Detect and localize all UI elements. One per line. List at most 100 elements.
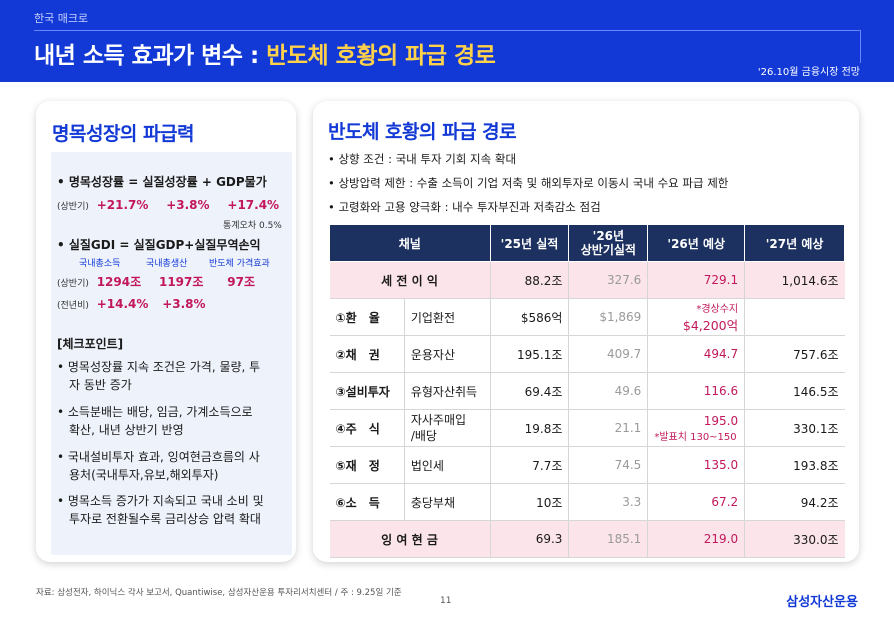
- header-category: 한국 매크로: [34, 12, 89, 25]
- cell: 3.3: [568, 483, 648, 521]
- table-row: ③설비투자 유형자산취득 69.4조 49.6 116.6 146.5조: [329, 372, 845, 410]
- cell-note: *발표치 130~150: [654, 431, 737, 443]
- cell: 135.0: [647, 446, 745, 484]
- cell: 195.0 *발표치 130~150: [647, 409, 745, 447]
- bullet-upside: • 상향 조건 : 국내 투자 기회 지속 확대: [328, 152, 517, 166]
- cell: 195.1조: [489, 335, 569, 373]
- row-item-line2: /배당: [410, 429, 437, 443]
- company-logo: 삼성자산운용: [786, 595, 858, 610]
- cell: 729.1: [647, 261, 745, 299]
- cell: 67.2: [647, 483, 745, 521]
- col-2026h1-line1: '26년: [592, 229, 625, 243]
- row-item: 기업환전: [403, 298, 491, 336]
- checkpoint-2-line1: • 소득분배는 배당, 임금, 가계소득으로: [57, 405, 253, 419]
- table-row: ①환 율 기업환전 $586억 $1,869 *경상수지 $4,200억: [329, 298, 845, 336]
- cell: 69.3: [489, 520, 569, 558]
- row-item: 유형자산취득: [403, 372, 491, 410]
- cell: 146.5조: [744, 372, 845, 410]
- left-panel-title: 명목성장의 파급력: [52, 123, 194, 145]
- checkpoint-1-line1: • 명목성장률 지속 조건은 가격, 물량, 투: [57, 360, 261, 374]
- value-gdi: 1294조: [96, 275, 142, 289]
- right-panel: 반도체 호황의 파급 경로 • 상향 조건 : 국내 투자 기회 지속 확대 •…: [313, 101, 859, 562]
- col-2026h1: '26년 상반기실적: [568, 224, 649, 262]
- formula-nominal: • 명목성장률 = 실질성장률 + GDP물가: [57, 175, 267, 189]
- formula-values-row: (상반기) +21.7% +3.8% +17.4%: [57, 198, 279, 212]
- bullet-limit: • 상방압력 제한 : 수출 소득이 기업 저축 및 해외투자로 이동시 국내 …: [328, 176, 729, 190]
- left-panel-body: • 명목성장률 = 실질성장률 + GDP물가 (상반기) +21.7% +3.…: [51, 152, 292, 555]
- checkpoint-3-line2: 용처(국내투자,유보,해외투자): [69, 468, 219, 482]
- transmission-table: 채널 '25년 실적 '26년 상반기실적 '26년 예상 '27년 예상 세 전…: [329, 224, 845, 558]
- header-bar: 한국 매크로 내년 소득 효과가 변수 : 반도체 호황의 파급 경로 '26.…: [0, 0, 894, 82]
- page-title-highlight: 반도체 호황의 파급 경로: [266, 43, 496, 69]
- col-2025: '25년 실적: [489, 224, 570, 262]
- cell: 74.5: [568, 446, 648, 484]
- value-gdi-yoy: +14.4%: [96, 297, 149, 311]
- formula-real-gdi: • 실질GDI = 실질GDP+실질무역손익: [57, 238, 261, 252]
- cell: 49.6: [568, 372, 648, 410]
- cell-value: 195.0: [703, 413, 739, 428]
- sub-label-gni: 국내총소득: [79, 259, 121, 269]
- row-name: ⑥소 득: [329, 483, 405, 521]
- cell: 88.2조: [489, 261, 569, 299]
- cell-value: $4,200억: [682, 318, 739, 333]
- yoy-values-row: (전년비) +14.4% +3.8%: [57, 297, 206, 311]
- left-panel: 명목성장의 파급력 • 명목성장률 = 실질성장률 + GDP물가 (상반기) …: [36, 101, 296, 562]
- checkpoint-2-line2: 확산, 내년 상반기 반영: [69, 423, 184, 437]
- cell: 327.6: [568, 261, 648, 299]
- checkpoint-3-line1: • 국내설비투자 효과, 잉여현금흐름의 사: [57, 450, 260, 464]
- row-item: 운용자산: [403, 335, 491, 373]
- cell: 494.7: [647, 335, 745, 373]
- value-real-growth: +3.8%: [166, 198, 210, 212]
- row-item: 충당부채: [403, 483, 491, 521]
- checkpoint-4-line1: • 명목소득 증가가 지속되고 국내 소비 및: [57, 494, 264, 508]
- sub-label-gdp: 국내총생산: [146, 259, 188, 269]
- row-name: ②채 권: [329, 335, 405, 373]
- cell: 10조: [489, 483, 569, 521]
- cell: 7.7조: [489, 446, 569, 484]
- cell: 94.2조: [744, 483, 845, 521]
- col-2026h1-line2: 상반기실적: [580, 243, 636, 257]
- cell: 757.6조: [744, 335, 845, 373]
- cell: 330.0조: [744, 520, 845, 558]
- col-2027f: '27년 예상: [744, 224, 845, 262]
- cell: 21.1: [568, 409, 648, 447]
- table-row-pretax: 세 전 이 익 88.2조 327.6 729.1 1,014.6조: [329, 261, 845, 299]
- value-gdp-yoy: +3.8%: [162, 297, 206, 311]
- value-price-effect: 97조: [227, 275, 256, 289]
- cell: $586억: [489, 298, 569, 336]
- row-item: 자사주매입/배당: [403, 409, 491, 447]
- table-row: ④주 식 자사주매입/배당 19.8조 21.1 195.0 *발표치 130~1…: [329, 409, 845, 447]
- table-row: ⑤재 정 법인세 7.7조 74.5 135.0 193.8조: [329, 446, 845, 484]
- row-label: (전년비): [57, 301, 89, 311]
- table-header-row: 채널 '25년 실적 '26년 상반기실적 '26년 예상 '27년 예상: [329, 224, 845, 262]
- table-row-fcf: 잉 여 현 금 69.3 185.1 219.0 330.0조: [329, 520, 845, 558]
- cell: 69.4조: [489, 372, 569, 410]
- cell: 185.1: [568, 520, 648, 558]
- cell: 409.7: [568, 335, 648, 373]
- date-tag: '26.10월 금융시장 전망: [757, 67, 860, 78]
- page-title: 내년 소득 효과가 변수 : 반도체 호황의 파급 경로: [34, 36, 496, 70]
- row-label: (상반기): [57, 279, 89, 289]
- table-row: ⑥소 득 충당부채 10조 3.3 67.2 94.2조: [329, 483, 845, 521]
- cell: 219.0: [647, 520, 745, 558]
- row-label: 잉 여 현 금: [329, 520, 491, 558]
- col-channel: 채널: [329, 224, 491, 262]
- table-row: ②채 권 운용자산 195.1조 409.7 494.7 757.6조: [329, 335, 845, 373]
- cell: 330.1조: [744, 409, 845, 447]
- col-2026f: '26년 예상: [647, 224, 746, 262]
- cell: [744, 298, 845, 336]
- value-gdp: 1197조: [158, 275, 204, 289]
- row-label: 세 전 이 익: [329, 261, 491, 299]
- cell: *경상수지 $4,200억: [647, 298, 745, 336]
- cell: 193.8조: [744, 446, 845, 484]
- row-item: 법인세: [403, 446, 491, 484]
- cell: 116.6: [647, 372, 745, 410]
- row-name: ⑤재 정: [329, 446, 405, 484]
- row-item-line1: 자사주매입: [410, 413, 467, 427]
- value-nominal-growth: +21.7%: [96, 198, 149, 212]
- cell: $1,869: [568, 298, 648, 336]
- row-label: (상반기): [57, 202, 89, 212]
- page-number: 11: [440, 596, 452, 606]
- checkpoint-title: [체크포인트]: [57, 337, 124, 351]
- right-panel-title: 반도체 호황의 파급 경로: [328, 121, 517, 143]
